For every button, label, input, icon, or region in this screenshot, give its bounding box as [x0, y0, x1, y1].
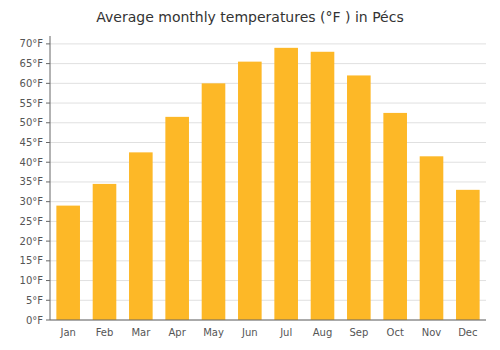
bar — [93, 184, 117, 320]
bar — [456, 190, 480, 320]
tick-mark — [46, 43, 50, 44]
category-label: Apr — [169, 327, 187, 338]
tick-mark — [46, 122, 50, 123]
bar — [311, 52, 335, 320]
y-axis-line — [50, 36, 51, 320]
tick-mark — [46, 280, 50, 281]
category-label: Feb — [96, 327, 114, 338]
tick-mark — [46, 162, 50, 163]
tick-label: 5°F — [26, 295, 43, 306]
bar — [420, 156, 444, 320]
y-axis: 0°F 5°F 10°F 15°F 20°F 25°F 30°F 35°F 40°F 45°F 50… — [20, 38, 50, 325]
bar — [347, 75, 371, 320]
category-label: May — [203, 327, 224, 338]
bar — [238, 62, 262, 320]
tick-mark — [46, 221, 50, 222]
bars — [56, 48, 479, 320]
category-label: Oct — [387, 327, 404, 338]
title: Average monthly temperatures (°F ) in Pé… — [96, 9, 403, 25]
tick-mark — [46, 300, 50, 301]
x-axis-line — [50, 320, 486, 321]
category-label: Nov — [422, 327, 442, 338]
tick-mark — [46, 63, 50, 64]
tick-label: 60°F — [20, 78, 44, 89]
tick-mark — [46, 260, 50, 261]
bar — [202, 83, 226, 320]
tick-mark — [46, 201, 50, 202]
tick-label: 65°F — [20, 58, 44, 69]
category-label: Jul — [279, 327, 292, 338]
tick-label: 50°F — [20, 117, 44, 128]
tick-label: 10°F — [20, 275, 44, 286]
tick-label: 30°F — [20, 196, 44, 207]
bar — [165, 117, 189, 320]
grid-line — [50, 63, 486, 64]
x-axis: Jan Feb Mar Apr May Jun Jul Aug Sep Oct Nov Dec — [59, 327, 477, 338]
tick-label: 55°F — [20, 98, 44, 109]
category-label: Jun — [241, 327, 258, 338]
category-label: Aug — [313, 327, 333, 338]
grid-line — [50, 320, 486, 321]
tick-label: 25°F — [20, 216, 44, 227]
bar — [56, 206, 80, 320]
tick-label: 70°F — [20, 38, 44, 49]
grid — [50, 44, 486, 320]
chart: Average monthly temperatures (°F ) in Pé… — [0, 0, 500, 350]
tick-mark — [46, 83, 50, 84]
tick-label: 15°F — [20, 255, 44, 266]
tick-label: 0°F — [26, 315, 43, 326]
grid-line — [50, 122, 486, 123]
category-label: Jan — [59, 327, 75, 338]
grid-line — [50, 83, 486, 84]
tick-label: 20°F — [20, 236, 44, 247]
tick-mark — [46, 181, 50, 182]
tick-label: 35°F — [20, 176, 44, 187]
grid-line — [50, 103, 486, 104]
chart-container: Average monthly temperatures (°F ) in Pé… — [0, 0, 500, 350]
category-label: Dec — [458, 327, 477, 338]
tick-label: 40°F — [20, 157, 44, 168]
tick-mark — [46, 142, 50, 143]
category-label: Sep — [349, 327, 368, 338]
bar — [129, 152, 153, 320]
tick-mark — [46, 320, 50, 321]
grid-line — [50, 43, 486, 44]
bar — [274, 48, 298, 320]
bar — [383, 113, 407, 320]
grid-line — [50, 142, 486, 143]
category-label: Mar — [131, 327, 151, 338]
tick-label: 45°F — [20, 137, 44, 148]
tick-mark — [46, 103, 50, 104]
tick-mark — [46, 241, 50, 242]
